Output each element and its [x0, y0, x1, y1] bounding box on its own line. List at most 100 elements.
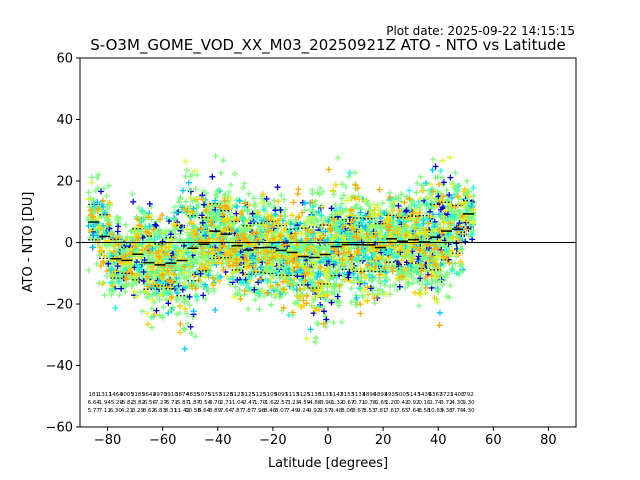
bin-stat-label: 5153 [340, 392, 354, 398]
bin-stat-label: 8.29 [132, 408, 145, 414]
bin-stat-label: 5130 [307, 392, 321, 398]
x-tick-label: 60 [485, 433, 502, 448]
bin-stat-label: 5091 [274, 392, 288, 398]
bin-stat-label: 9.92 [308, 408, 320, 414]
bin-stat-label: 5125 [252, 392, 266, 398]
bin-stat-label: -1.65 [373, 400, 388, 406]
bin-stat-label: -7.27 [153, 400, 168, 406]
x-axis-label: Latitude [degrees] [268, 456, 388, 471]
bin-stat-label: -6.71 [164, 400, 178, 406]
bin-stat-label: 7.98 [253, 408, 266, 414]
bin-stat-label: -1.70 [252, 400, 267, 406]
bin-stat-label: 5109 [263, 392, 277, 398]
bin-stat-label: 7.87 [231, 408, 244, 414]
x-tick-label: 20 [375, 433, 392, 448]
bin-stat-label: 8.62 [143, 408, 155, 414]
bin-stat-label: 5075 [197, 392, 211, 398]
bin-stat-label: 11.42 [174, 408, 190, 414]
bin-stat-label: 3.72 [440, 400, 452, 406]
bin-stat-label: 5128 [219, 392, 233, 398]
bin-stat-label: -0.78 [362, 400, 377, 406]
bin-stat-label: 3005 [120, 392, 134, 398]
chart-title: S-O3M_GOME_VOD_XX_M03_20250921Z ATO - NT… [90, 36, 566, 55]
bin-stat-label: -6.56 [142, 400, 157, 406]
bin-stat-label: 5125 [296, 392, 310, 398]
bin-stat-label: -1.62 [263, 400, 277, 406]
bin-stat-label: -3.23 [285, 400, 300, 406]
bin-stat-label: 6.64 [88, 400, 101, 406]
bin-stat-label: -1.87 [186, 400, 201, 406]
bin-stat-label: -1.32 [329, 400, 343, 406]
bin-stat-label: 0.92 [407, 400, 419, 406]
scatter-markers-layer [87, 166, 470, 329]
y-axis: −60 −40 −20 0 20 40 60 [46, 52, 80, 436]
plot-date: Plot date: 2025-09-22 14:15:15 [386, 24, 575, 38]
bin-stat-label: 1408 [451, 392, 465, 398]
scatter-points [85, 153, 477, 352]
x-tick-label: −60 [149, 433, 176, 448]
bin-stat-label: 8.31 [165, 408, 177, 414]
bin-statistics: 181 6.64 5.77 1311 1.94 7.11 1464 -5.29 6.30 3005… [88, 392, 476, 414]
bin-stat-label: 7.81 [374, 408, 386, 414]
bin-stat-label: 181 [89, 392, 100, 398]
bin-stat-label: 4893 [373, 392, 387, 398]
bin-stat-label: 8.07 [275, 408, 288, 414]
y-tick-label: 40 [56, 113, 73, 128]
y-tick-label: −20 [46, 298, 73, 313]
bin-stat-label: 8.58 [418, 408, 431, 414]
bin-stat-label: 3874 [175, 392, 189, 398]
bin-stat-label: 6367 [428, 392, 442, 398]
bin-stat-label: 5005 [395, 392, 409, 398]
bin-stat-label: 5125 [241, 392, 255, 398]
bin-stat-label: 9.30 [462, 400, 475, 406]
bin-stat-label: 5122 [230, 392, 244, 398]
bin-stat-label: 1.94 [99, 400, 112, 406]
bin-stat-label: 2.71 [220, 400, 232, 406]
bin-stat-label: 8.67 [352, 408, 365, 414]
x-axis: −80 −60 −40 −20 0 20 40 60 80 [94, 427, 557, 448]
bin-stat-label: 4.21 [121, 408, 133, 414]
bin-stat-label: 7.49 [286, 408, 299, 414]
bin-stat-label: 1311 [98, 392, 112, 398]
bin-stat-label: -0.54 [197, 400, 212, 406]
bin-stat-label: 8.64 [198, 408, 211, 414]
bin-stat-label: 9.57 [319, 408, 332, 414]
y-tick-label: −40 [46, 359, 73, 374]
bin-stat-label: 5152 [208, 392, 222, 398]
bin-stat-label: 7.76 [451, 408, 464, 414]
x-tick-label: −20 [259, 433, 286, 448]
bin-stat-label: 7.87 [242, 408, 255, 414]
bin-stat-label: 9.38 [440, 408, 453, 414]
x-tick-label: −80 [94, 433, 121, 448]
x-tick-label: 0 [324, 433, 332, 448]
bin-stat-label: 1.20 [385, 400, 398, 406]
bin-stat-label: 5133 [351, 392, 365, 398]
bin-stat-label: 3185 [131, 392, 145, 398]
y-tick-label: 20 [56, 175, 73, 190]
bin-stat-label: 4970 [153, 392, 167, 398]
bin-stat-label: 8.06 [341, 408, 354, 414]
bin-means [88, 213, 475, 266]
bin-stat-label: 8.89 [209, 408, 222, 414]
bin-stat-label: -3.82 [131, 400, 145, 406]
bin-stat-label: 6.83 [154, 408, 167, 414]
bin-stat-label: 3721 [439, 392, 453, 398]
bin-stat-label: -2.47 [241, 400, 256, 406]
bin-stat-label: 4890 [362, 392, 376, 398]
y-axis-label: ATO - NTO [DU] [21, 192, 36, 293]
bin-stat-label: 3641 [142, 392, 156, 398]
bin-stat-label: 7.64 [220, 408, 233, 414]
bin-stat-label: 7.11 [99, 408, 111, 414]
bin-stat-label: 8.53 [363, 408, 376, 414]
y-tick-label: 0 [65, 236, 73, 251]
bin-stat-label: 9.24 [297, 408, 310, 414]
bin-stat-label: 5143 [406, 392, 420, 398]
bin-stat-label: 5.77 [88, 408, 101, 414]
bin-stat-label: -0.71 [351, 400, 365, 406]
bin-stat-label: -5.87 [175, 400, 190, 406]
bin-stat-label: 4835 [186, 392, 200, 398]
bin-stat-label: 7.64 [407, 408, 420, 414]
y-tick-label: 60 [56, 52, 73, 67]
bin-stat-label: 4.30 [462, 408, 475, 414]
